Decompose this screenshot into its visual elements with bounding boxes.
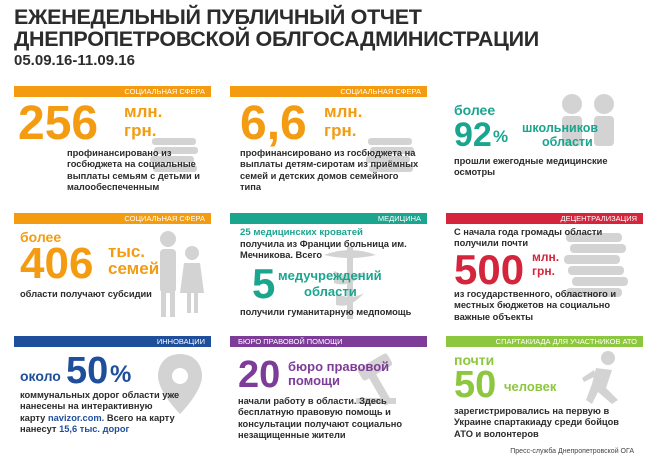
card-social-6-6: СОЦИАЛЬНАЯ СФЕРА 6,6 млн. грн. профинанс… [230,86,427,198]
card-tag: ИННОВАЦИИ [14,336,211,347]
big-number: 5 [252,260,276,307]
card-tag: БЮРО ПРАВОВОЙ ПОМОЩИ [230,336,427,347]
title-line-2: ДНЕПРОПЕТРОВСКОЙ ОБЛГОСАДМИНИСТРАЦИИ [14,27,539,51]
title-line-1: ЕЖЕНЕДЕЛЬНЫЙ ПУБЛИЧНЫЙ ОТЧЕТ [14,5,422,29]
coins-stack-icon [150,138,198,172]
card-description-2: получили гуманитарную медпомощь [240,307,412,317]
coins-stack-icon [366,138,414,172]
roads-text: коммунальных дорог области уже нанесены … [20,390,180,423]
unit-line-1: человек [504,379,557,394]
card-description: получила из Франции больница им. Мечнико… [240,239,407,261]
unit-line-2: помощи [288,373,340,388]
unit-line-1: школьников [522,121,599,135]
coins-stack-icon [564,233,628,297]
card-tag: СПАРТАКИАДА ДЛЯ УЧАСТНИКОВ АТО [446,336,643,347]
beds-headline: 25 медицинских кроватей [240,227,363,238]
unit-line-1: тыс. [108,242,146,261]
unit-line-2: грн. [124,121,157,140]
card-innovations: ИННОВАЦИИ около 50 % коммунальных дорог … [14,336,211,448]
card-description: области получают субсидии [20,289,152,299]
card-tag: СОЦИАЛЬНАЯ СФЕРА [14,213,211,224]
roads-text-2: Всего на карту нанесут [20,412,175,434]
card-tag: СОЦИАЛЬНАЯ СФЕРА [230,86,427,97]
card-description: С начала года громады области получили п… [454,227,603,249]
roads-number-unit: тыс. дорог [79,423,130,434]
unit-line-2: области [542,135,593,149]
card-decentralization: ДЕЦЕНТРАЛИЗАЦИЯ С начала года громады об… [446,213,643,325]
card-spartakiada: СПАРТАКИАДА ДЛЯ УЧАСТНИКОВ АТО почти 50 … [446,336,643,448]
card-schoolchildren: более 92 % школьников области прошли еже… [446,86,643,198]
report-title: ЕЖЕНЕДЕЛЬНЫЙ ПУБЛИЧНЫЙ ОТЧЕТ ДНЕПРОПЕТРО… [14,6,634,50]
roads-number: 15,6 [59,423,78,434]
lead-word: около [20,368,61,384]
gavel-icon [356,353,396,406]
big-number: 20 [238,354,281,396]
runner-icon [582,351,618,404]
lead-word: почти [454,352,495,368]
unit-line-1: млн. [532,250,560,264]
lead-word: более [454,102,496,118]
unit-line-1: млн. [324,102,363,121]
big-number: 6,6 [240,97,307,150]
card-tag: СОЦИАЛЬНАЯ СФЕРА [14,86,211,97]
unit-line-2: области [304,284,357,299]
card-tag: ДЕЦЕНТРАЛИЗАЦИЯ [446,213,643,224]
caduceus-icon [324,247,376,319]
family-icon [160,231,204,317]
unit-line-1: медучреждений [278,268,382,283]
children-icon [562,94,614,146]
card-description: коммунальных дорог области уже нанесены … [20,390,180,435]
navizor-link[interactable]: navizor.com. [47,412,105,423]
big-number: 50 [66,350,109,392]
big-number: 256 [18,97,99,150]
big-number: 500 [454,246,525,293]
big-number: 406 [20,239,94,288]
report-dates: 05.09.16-11.09.16 [14,52,135,69]
map-pin-icon [158,354,202,414]
big-number: 50 [454,364,497,406]
unit-line-2: грн. [532,264,555,278]
unit-line-2: грн. [324,121,357,140]
card-description: зарегистрировались на первую в Украине с… [454,406,620,439]
card-social-406: СОЦИАЛЬНАЯ СФЕРА более 406 тыс. семей об… [14,213,211,325]
percent-sign: % [493,127,509,146]
card-description-2: из государственного, областного и местны… [454,289,617,322]
big-number: 92 [454,116,492,154]
unit-line-2: семей [108,259,160,278]
card-description: профинансировано из госбюджета на выплат… [240,148,419,192]
card-description: прошли ежегодные медицинские осмотры [454,156,608,178]
card-description: профинансировано из госбюджета на социал… [67,148,200,192]
footer-credit: Пресс-служба Днепропетровской ОГА [510,448,634,455]
unit-line-1: млн. [124,102,163,121]
card-social-256: СОЦИАЛЬНАЯ СФЕРА 256 млн. грн. профинанс… [14,86,211,198]
percent-sign: % [110,361,132,388]
card-medicine: МЕДИЦИНА 25 медицинских кроватей получил… [230,213,427,325]
card-description: начали работу в области. Здесь бесплатну… [238,396,403,440]
card-tag: МЕДИЦИНА [230,213,427,224]
unit-line-1: бюро правовой [288,359,390,374]
card-legal-aid: БЮРО ПРАВОВОЙ ПОМОЩИ 20 бюро правовой по… [230,336,427,448]
lead-word: более [20,229,62,245]
